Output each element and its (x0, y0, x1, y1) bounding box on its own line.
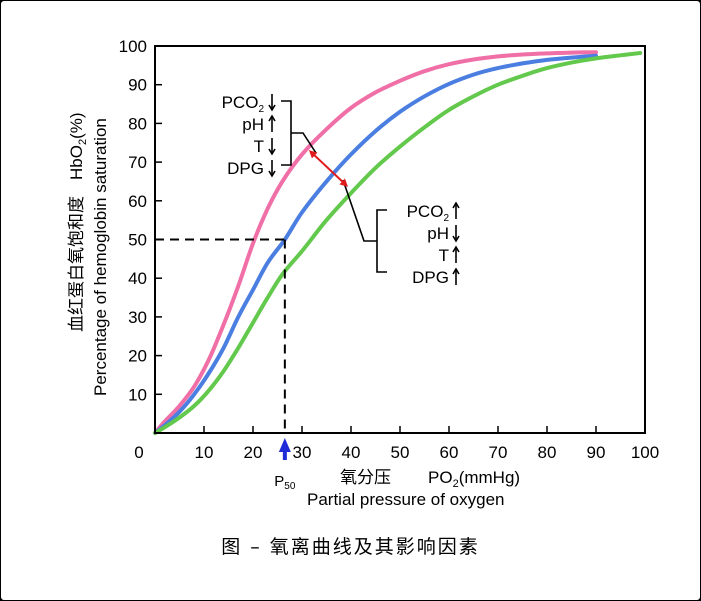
y-tick-label: 90 (128, 76, 147, 95)
y-tick-label: 30 (128, 308, 147, 327)
x-tick-label: 60 (440, 443, 459, 462)
x-tick-label: 90 (587, 443, 606, 462)
down-arrow-icon-head (268, 170, 276, 178)
down-arrow-icon-head (268, 148, 276, 156)
x-tick-label: 20 (244, 443, 263, 462)
series-line-right-shift (153, 51, 643, 435)
y-tick-label: 100 (119, 37, 147, 56)
annotation-factor-label: DPG (412, 268, 449, 287)
annotation-factor-label: PCO2 (222, 93, 265, 115)
shift-double-arrow-icon (308, 150, 349, 187)
y-tick-label: 10 (128, 385, 147, 404)
annotation-factor-label: DPG (227, 159, 264, 178)
p50-label: P50 (274, 473, 296, 492)
annotation-factor-label: T (439, 246, 449, 265)
down-arrow-icon-head (268, 104, 276, 112)
up-arrow-icon-head (452, 267, 460, 275)
x-tick-label: 80 (538, 443, 557, 462)
annotation-factor-label: PCO2 (407, 202, 450, 224)
x-axis-unit: PO2(mmHg) (428, 468, 520, 490)
y-tick-label: 70 (128, 153, 147, 172)
y-tick-label: 80 (128, 114, 147, 133)
figure-caption: 图 – 氧离曲线及其影响因素 (221, 536, 480, 558)
annotation-factor-label: T (254, 137, 264, 156)
annotation-factor-label: pH (242, 115, 264, 134)
annotation-bracket (281, 100, 317, 166)
x-axis-label-cn: 氧分压 (340, 468, 391, 487)
x-tick-label: 40 (342, 443, 361, 462)
series-line-left-shift (153, 50, 598, 435)
y-tick-label: 40 (128, 269, 147, 288)
y-axis-label-en: Percentage of hemoglobin saturation (91, 118, 110, 396)
y-axis-unit: HbO2(%) (67, 112, 89, 180)
up-arrow-icon-head (452, 245, 460, 253)
down-arrow-icon-head (452, 235, 460, 243)
y-tick-label: 50 (128, 231, 147, 250)
up-arrow-icon-head (268, 114, 276, 122)
x-tick-label: 0 (134, 443, 143, 462)
y-tick-label: 20 (128, 347, 147, 366)
up-arrow-icon-head (452, 201, 460, 209)
y-axis-label-cn: 血红蛋白氧饱和度 (67, 196, 86, 332)
p50-arrow-icon (278, 438, 291, 460)
x-tick-label: 100 (631, 443, 659, 462)
x-axis-label-en: Partial pressure of oxygen (307, 490, 505, 509)
x-tick-label: 10 (195, 443, 214, 462)
x-tick-label: 50 (391, 443, 410, 462)
x-tick-label: 30 (293, 443, 312, 462)
y-tick-label: 60 (128, 192, 147, 211)
x-tick-label: 70 (489, 443, 508, 462)
annotation-factor-label: pH (427, 224, 449, 243)
annotation-bracket (342, 179, 387, 273)
